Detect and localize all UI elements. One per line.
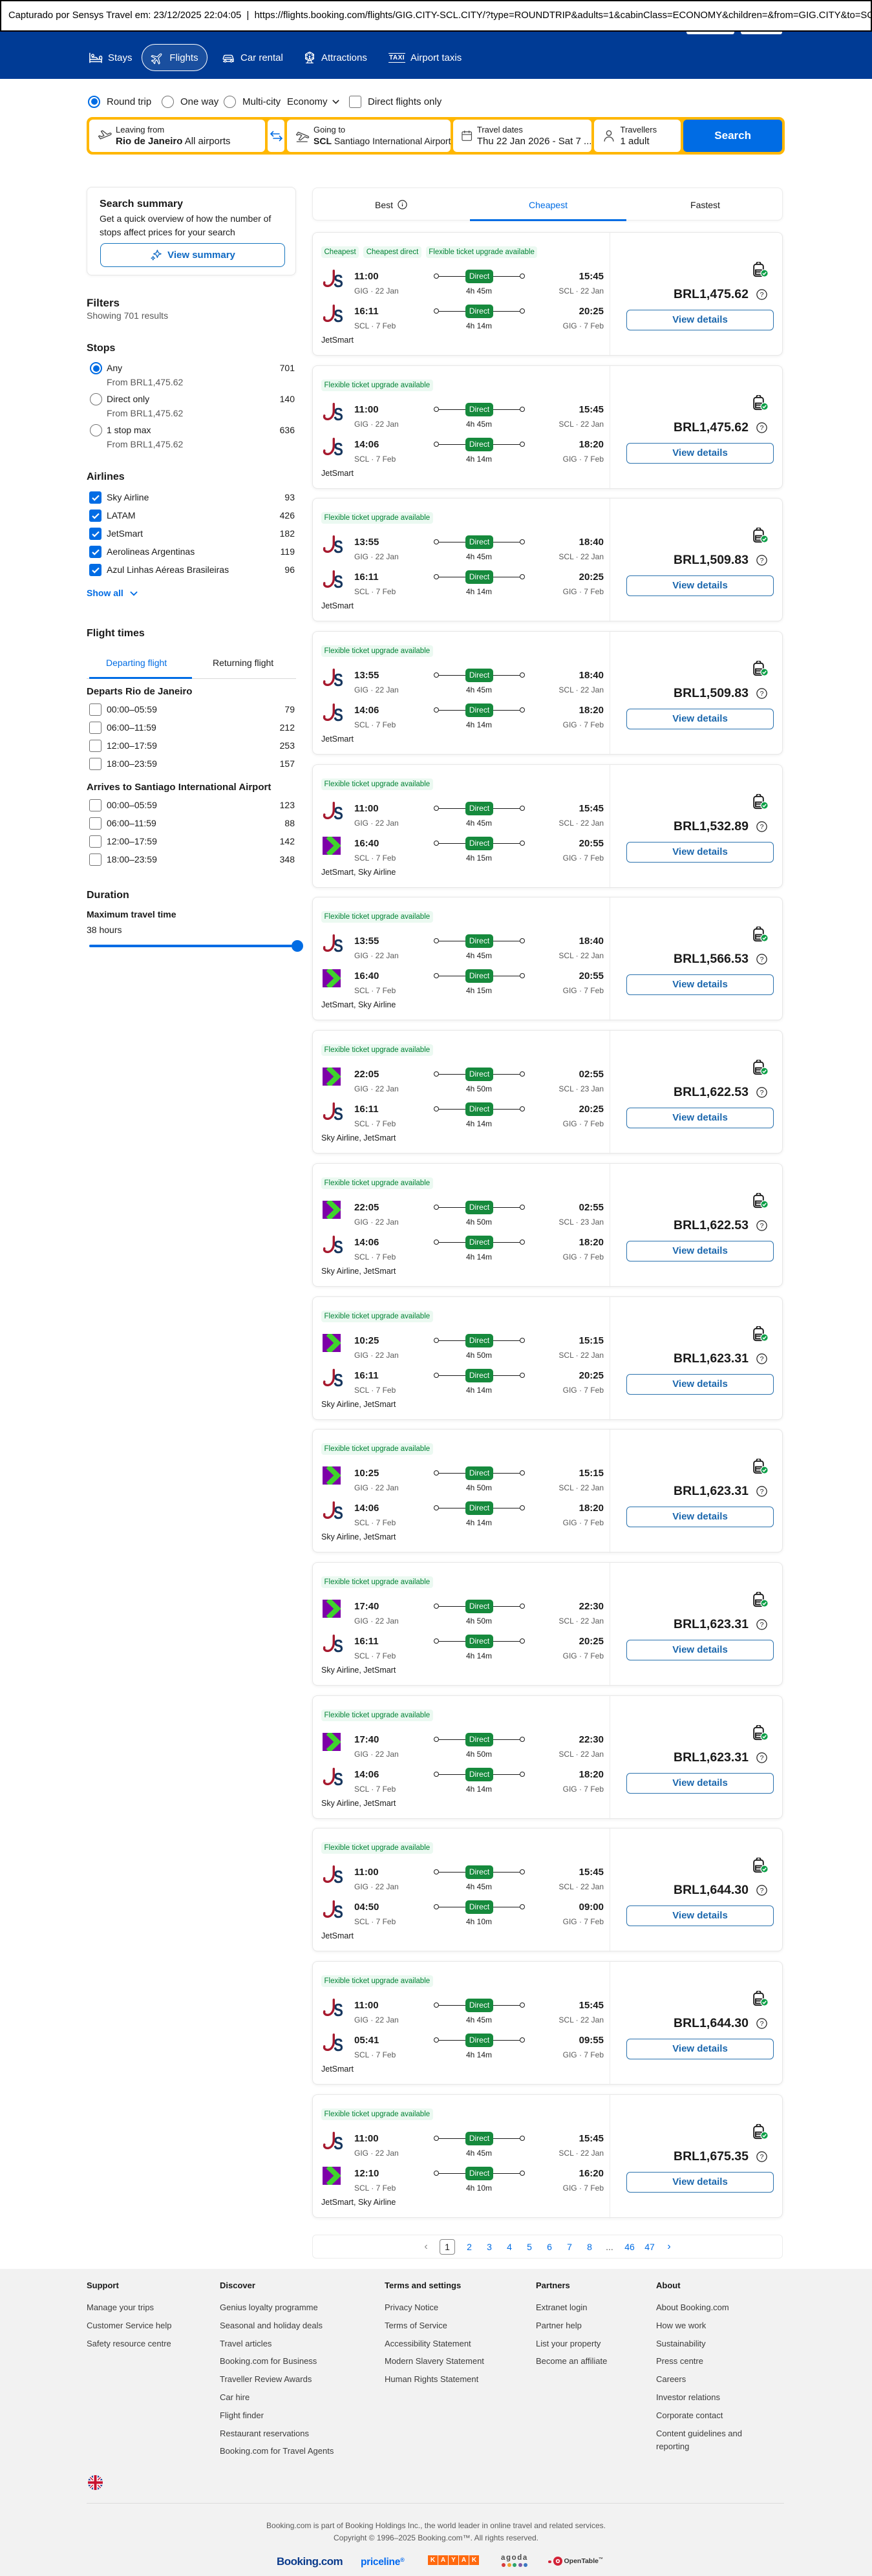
svg-text:?: ? xyxy=(760,823,764,831)
svg-text:?: ? xyxy=(760,291,764,299)
svg-text:S: S xyxy=(334,1104,343,1121)
svg-text:S: S xyxy=(334,671,343,687)
svg-text:S: S xyxy=(334,1770,343,1786)
svg-text:?: ? xyxy=(760,1355,764,1363)
svg-text:S: S xyxy=(334,306,343,323)
svg-text:S: S xyxy=(334,936,343,952)
svg-text:S: S xyxy=(334,1371,343,1387)
svg-text:S: S xyxy=(334,1902,343,1918)
svg-text:S: S xyxy=(334,2035,343,2052)
svg-text:S: S xyxy=(334,2001,343,2017)
svg-text:S: S xyxy=(334,1637,343,1653)
svg-text:S: S xyxy=(334,272,343,288)
svg-text:S: S xyxy=(334,405,343,421)
svg-text:?: ? xyxy=(760,1754,764,1762)
svg-text:?: ? xyxy=(760,956,764,963)
svg-text:?: ? xyxy=(760,690,764,698)
svg-text:S: S xyxy=(334,1867,343,1884)
svg-text:?: ? xyxy=(760,1488,764,1496)
svg-text:S: S xyxy=(334,2134,343,2150)
svg-text:?: ? xyxy=(760,557,764,564)
svg-text:S: S xyxy=(334,804,343,820)
svg-text:S: S xyxy=(334,1503,343,1519)
svg-text:S: S xyxy=(334,705,343,722)
svg-text:S: S xyxy=(334,572,343,588)
svg-text:?: ? xyxy=(760,1887,764,1894)
svg-text:?: ? xyxy=(760,2153,764,2161)
svg-text:S: S xyxy=(334,1238,343,1254)
svg-text:?: ? xyxy=(760,1222,764,1230)
svg-text:S: S xyxy=(334,537,343,553)
svg-text:S: S xyxy=(334,440,343,456)
svg-text:?: ? xyxy=(760,424,764,432)
svg-text:?: ? xyxy=(760,2020,764,2028)
svg-text:?: ? xyxy=(760,1089,764,1097)
svg-text:?: ? xyxy=(760,1621,764,1629)
